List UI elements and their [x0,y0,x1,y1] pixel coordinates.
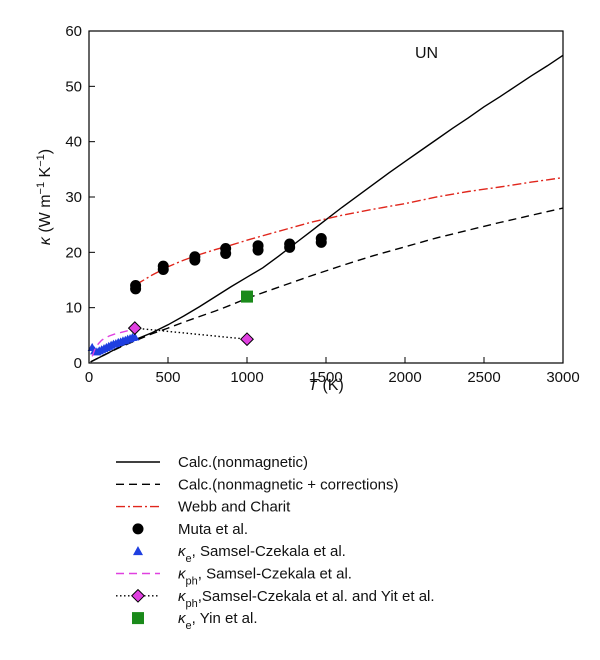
legend-marker [131,588,145,603]
x-axis-title: T (K) [308,377,344,394]
x-tick-label: 3000 [546,369,579,386]
x-tick-label: 1000 [230,369,263,386]
legend-label: κe, Samsel-Czekala et al. [178,543,346,565]
legend-entry-5: κph, Samsel-Czekala et al. [116,566,352,588]
legend-entry-7: κe, Yin et al. [132,610,258,632]
y-tick-label: 10 [65,300,82,317]
legend-marker [132,546,144,556]
y-axis-title: κ (W m−1 K−1) [35,149,54,245]
data-point [189,251,201,263]
data-point [130,280,142,292]
series-line [136,176,564,286]
x-tick-label: 1500 [309,369,342,386]
series-line [90,207,564,363]
legend-label: κph, Samsel-Czekala et al. [178,566,352,588]
y-tick-label: 30 [65,189,82,206]
y-tick-label: 50 [65,78,82,95]
legend-entry-3: Muta et al. [132,521,248,538]
data-point [240,332,254,347]
legend-label: Webb and Charit [178,499,291,516]
legend: Calc.(nonmagnetic) Calc.(nonmagnetic + co… [116,454,435,632]
data-point [130,332,140,341]
y-axis-label: κ (W m−1 K−1) [35,149,54,245]
x-tick-label: 0 [85,369,93,386]
plot-frame [88,30,564,364]
legend-entry-2: Webb and Charit [116,499,291,516]
series-line [90,54,564,363]
legend-entry-0: Calc.(nonmagnetic) [116,454,308,471]
plot-area [87,54,564,363]
x-tick-label: 2500 [467,369,500,386]
x-tick-label: 2000 [388,369,421,386]
y-tick-label: 60 [65,23,82,40]
legend-label: Calc.(nonmagnetic) [178,454,308,471]
y-tick-label: 20 [65,244,82,261]
data-point [284,238,296,250]
series-6 [127,321,254,347]
series-line [134,327,248,340]
data-point [157,260,169,272]
legend-label: Calc.(nonmagnetic + corrections) [178,476,399,493]
legend-label: κph,Samsel-Czekala et al. and Yit et al. [178,588,435,610]
series-7 [241,290,253,303]
legend-entry-1: Calc.(nonmagnetic + corrections) [116,476,399,493]
legend-entry-6: κph,Samsel-Czekala et al. and Yit et al. [116,588,435,610]
series-5 [91,328,135,357]
legend-label: Muta et al. [178,521,248,538]
data-point [220,242,232,254]
x-tick-label: 500 [155,369,180,386]
series-3 [130,233,327,295]
series-4 [87,332,140,356]
axes: 0 500 1000 1500 2000 2500 3000 0 10 20 30 40 50 60 [65,23,579,386]
legend-marker [132,612,144,625]
legend-marker [132,523,144,535]
data-point [127,321,142,336]
material-annotation: UN [415,45,438,62]
series-1 [90,207,564,363]
y-tick-label: 0 [74,355,82,372]
series-2 [136,176,564,286]
series-line [91,328,135,357]
x-axis-label: T (K) [308,377,344,394]
data-point [252,240,264,252]
data-point [241,290,253,303]
y-tick-label: 40 [65,134,82,151]
data-point [315,233,327,244]
series-0 [90,54,564,363]
legend-label: κe, Yin et al. [178,610,258,632]
legend-entry-4: κe, Samsel-Czekala et al. [132,543,346,565]
